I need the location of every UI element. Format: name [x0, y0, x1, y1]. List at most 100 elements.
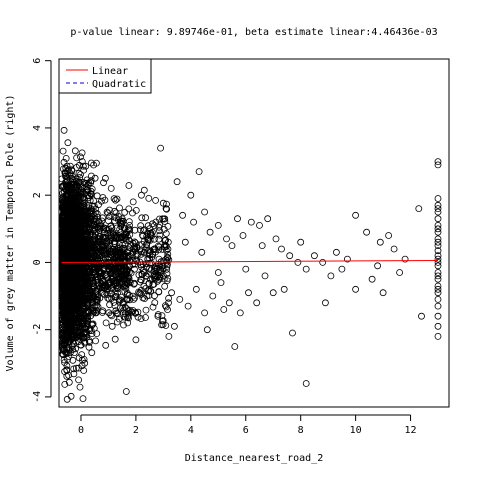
data-point: [112, 290, 120, 298]
data-point: [434, 289, 442, 297]
data-point: [152, 248, 159, 256]
data-point: [70, 370, 78, 378]
data-point: [63, 206, 71, 214]
data-point: [89, 291, 97, 299]
data-point: [75, 338, 82, 346]
data-point: [107, 232, 115, 240]
data-point: [112, 235, 120, 243]
data-point: [245, 289, 252, 297]
data-point: [119, 276, 127, 283]
data-point: [434, 302, 442, 310]
data-point: [62, 154, 70, 162]
data-point: [162, 322, 170, 329]
data-point: [434, 161, 442, 169]
data-point: [108, 290, 115, 297]
data-point: [88, 349, 96, 357]
data-point: [286, 252, 294, 260]
data-point: [82, 162, 90, 170]
data-point: [59, 147, 67, 155]
data-point: [142, 314, 149, 321]
data-point: [125, 205, 133, 213]
data-point: [68, 261, 76, 269]
data-point: [338, 265, 346, 273]
data-point: [94, 303, 102, 311]
data-point: [117, 293, 125, 301]
data-point: [65, 352, 73, 360]
data-point: [94, 254, 102, 262]
data-point: [61, 283, 69, 291]
x-axis: 0 2 4 6 8 10 12: [78, 414, 417, 436]
data-point: [76, 240, 83, 248]
data-point: [184, 302, 192, 310]
data-point: [63, 246, 71, 254]
data-point: [65, 378, 73, 386]
data-point: [228, 242, 236, 250]
data-point: [310, 252, 318, 260]
data-point: [88, 159, 95, 167]
x-axis-label: Distance_nearest_road_2: [185, 453, 323, 464]
data-point: [162, 243, 170, 251]
data-point: [139, 267, 147, 275]
data-point: [69, 346, 76, 354]
legend-linear-label: Linear: [92, 66, 128, 77]
data-point: [89, 306, 97, 314]
data-point: [116, 204, 123, 212]
data-point: [74, 235, 82, 243]
data-point: [75, 178, 82, 186]
data-point: [201, 208, 209, 216]
data-point: [75, 161, 83, 169]
data-point: [73, 266, 80, 274]
data-point: [112, 209, 120, 217]
data-point: [68, 321, 75, 329]
data-point: [137, 191, 145, 199]
data-point: [82, 278, 90, 286]
data-point: [60, 254, 68, 262]
data-point: [97, 279, 105, 287]
data-point: [434, 208, 442, 216]
data-point: [217, 279, 225, 287]
data-point: [163, 257, 171, 265]
y-tick-label: 2: [32, 192, 43, 198]
data-point: [121, 208, 129, 216]
data-point: [198, 248, 206, 256]
data-point: [60, 341, 68, 349]
data-point: [112, 196, 119, 204]
data-point: [63, 199, 71, 207]
data-point: [88, 295, 96, 303]
data-point: [86, 338, 93, 346]
data-point: [119, 241, 126, 249]
data-point: [434, 255, 442, 263]
y-tick-label: 4: [32, 125, 43, 131]
data-point: [155, 223, 163, 231]
data-point: [76, 230, 84, 238]
data-point: [130, 279, 138, 287]
data-point: [59, 243, 67, 250]
data-point: [231, 343, 239, 350]
data-point: [173, 178, 181, 186]
data-point: [434, 195, 442, 202]
data-point: [59, 350, 67, 358]
data-point: [79, 286, 87, 294]
data-point: [64, 223, 71, 231]
data-point: [220, 306, 228, 313]
data-point: [69, 280, 76, 288]
data-point: [77, 323, 84, 331]
data-point: [161, 282, 169, 290]
data-point: [120, 321, 127, 329]
data-point: [90, 202, 98, 210]
data-point: [71, 194, 79, 202]
data-point: [126, 221, 134, 229]
data-point: [434, 205, 442, 213]
data-point: [107, 184, 115, 192]
data-point: [434, 275, 442, 283]
data-point: [79, 334, 87, 342]
data-point: [97, 284, 104, 292]
data-point: [137, 248, 145, 256]
data-point: [161, 236, 169, 244]
data-point: [65, 288, 72, 296]
data-point: [142, 285, 150, 292]
x-tick-label: 10: [350, 425, 362, 436]
data-point: [140, 237, 148, 245]
data-point: [64, 177, 71, 185]
data-point: [79, 162, 87, 170]
